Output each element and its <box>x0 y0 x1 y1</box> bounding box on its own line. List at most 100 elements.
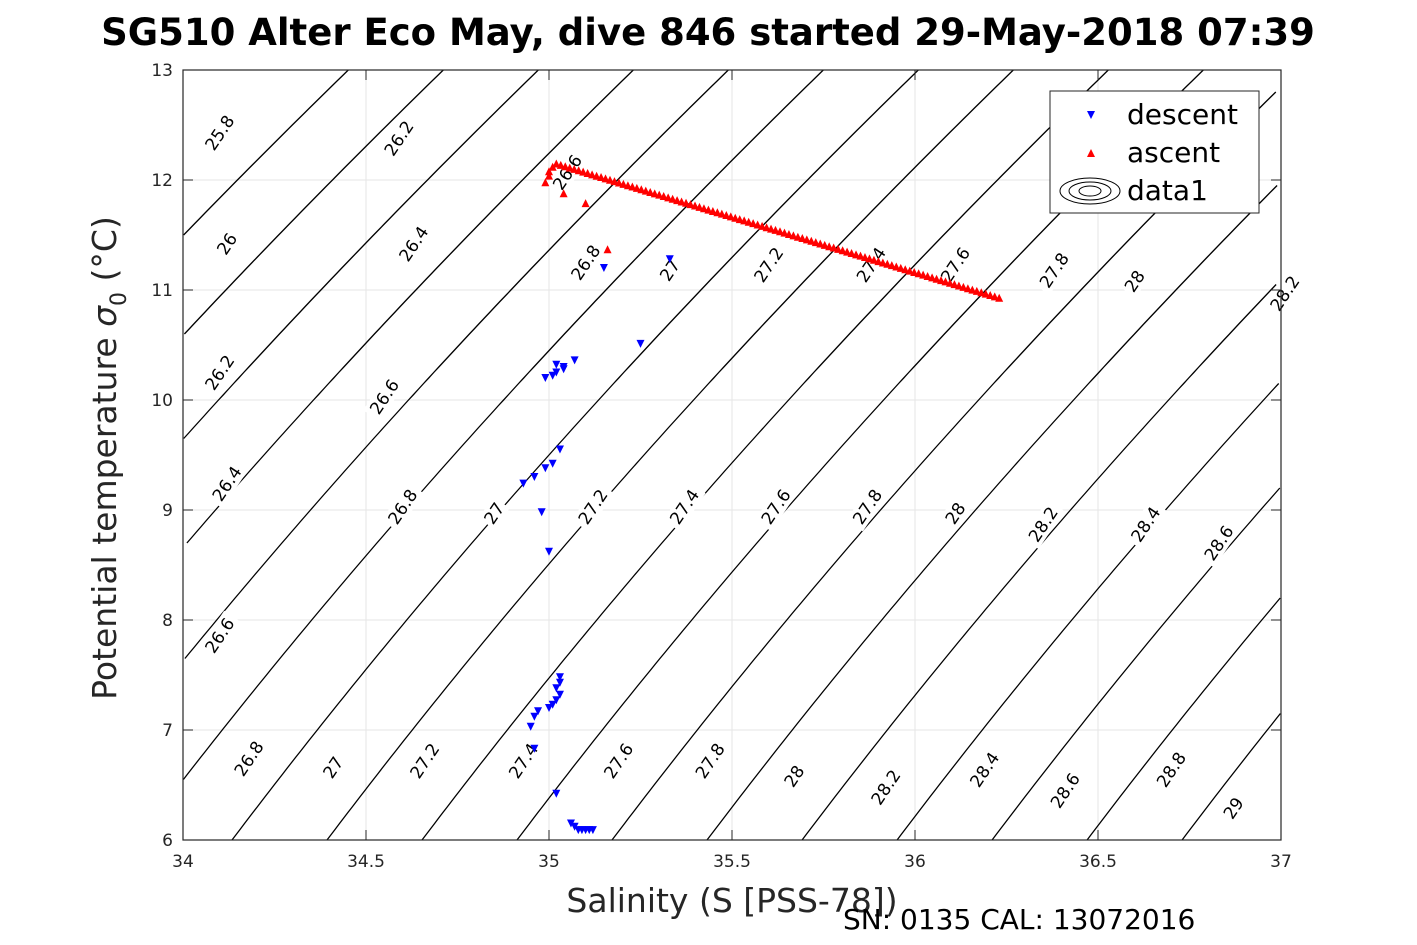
ascent-point <box>682 198 691 207</box>
contour-label-bg <box>1197 518 1240 568</box>
contour-label-bg <box>1032 245 1076 295</box>
ascent-point <box>945 278 954 287</box>
legend-box <box>1049 90 1260 214</box>
ascent-point <box>856 251 865 260</box>
ascent-point <box>784 229 793 238</box>
ascent-point <box>937 276 946 285</box>
ascent-point <box>614 178 623 187</box>
density-contour <box>421 69 1109 841</box>
descent-point <box>555 690 564 699</box>
contour-label-bg <box>963 744 1006 795</box>
ascent-point <box>677 197 686 206</box>
legend-ascent-marker <box>1087 149 1095 157</box>
contour-label-bg <box>747 240 790 290</box>
contour-label-bg <box>1150 744 1193 795</box>
descent-point <box>599 264 608 272</box>
contour-label-bg <box>198 108 241 158</box>
density-contour <box>991 487 1281 841</box>
contour-label-bg <box>1119 264 1151 298</box>
ascent-point <box>793 232 802 241</box>
ascent-point <box>807 236 816 245</box>
density-contour <box>326 69 1014 841</box>
descent-point <box>636 339 645 348</box>
contour-label-bg <box>1043 765 1087 816</box>
ascent-point <box>610 177 619 186</box>
ascent-point <box>914 269 923 278</box>
contour-label-bg <box>571 482 615 532</box>
descent-point <box>548 371 557 380</box>
ascent-point <box>834 244 843 253</box>
ascent-point <box>749 219 758 228</box>
contour-label-bg <box>849 240 893 290</box>
ascent-point <box>628 182 637 191</box>
ascent-point <box>932 274 941 283</box>
ascent-point <box>901 265 910 274</box>
ascent-point <box>811 238 820 247</box>
descent-point <box>570 822 579 831</box>
ascent-point <box>708 206 717 215</box>
contour-label-bg <box>317 751 349 784</box>
contour-label-bg <box>654 253 686 287</box>
ascent-point <box>963 284 972 293</box>
y-tick-label: 6 <box>162 831 173 851</box>
density-contour <box>184 69 729 659</box>
density-contour <box>611 91 1277 841</box>
ascent-point <box>990 292 999 301</box>
y-tick-label: 11 <box>151 281 173 301</box>
data-series <box>519 159 1004 835</box>
ascent-point <box>820 240 829 249</box>
y-tick-label: 9 <box>162 501 173 521</box>
chart-title: SG510 Alter Eco May, dive 846 started 29… <box>101 11 1315 54</box>
density-contour <box>183 69 539 439</box>
ascent-point <box>637 185 646 194</box>
density-contour <box>231 69 919 841</box>
ascent-point <box>606 175 614 184</box>
contour-label-bg <box>754 482 798 532</box>
descent-point <box>548 459 557 468</box>
contour-label-bg <box>846 482 889 532</box>
ascent-point <box>753 220 762 229</box>
ascent-point <box>601 174 610 183</box>
density-contour <box>1181 713 1281 841</box>
ascent-point <box>574 166 583 175</box>
ascent-point <box>977 288 986 297</box>
descent-point <box>552 368 561 377</box>
x-tick-label: 36 <box>904 852 926 872</box>
y-axis-label: Potential temperature σ0 (°C) <box>85 216 132 700</box>
ascent-point <box>740 216 749 225</box>
ascent-point <box>959 282 968 291</box>
y-tick-label: 12 <box>151 171 173 191</box>
footer-sn-cal: SN: 0135 CAL: 13072016 <box>843 903 1195 936</box>
ascent-point <box>673 196 682 205</box>
density-contour <box>1086 597 1281 841</box>
ascent-point <box>646 187 655 196</box>
descent-point <box>541 464 550 473</box>
x-tick-label: 35 <box>538 852 560 872</box>
ascent-point <box>623 181 632 190</box>
ascent-point <box>541 178 550 187</box>
ascent-point <box>775 227 784 236</box>
ascent-point <box>847 248 856 257</box>
ascent-point <box>632 183 641 192</box>
contour-label-bg <box>663 482 706 532</box>
ascent-point <box>552 159 561 168</box>
descent-point <box>566 819 575 828</box>
descent-point <box>555 445 564 454</box>
ascent-point <box>816 239 825 248</box>
descent-point <box>541 374 550 382</box>
contour-label-bg <box>403 736 446 786</box>
density-contour <box>896 383 1280 841</box>
contour-label-bg <box>778 759 810 793</box>
contour-label-bg <box>597 736 640 786</box>
density-contour <box>183 69 444 335</box>
contour-label-bg <box>377 113 421 163</box>
legend-data1-marker <box>1059 177 1121 205</box>
contour-label-bg <box>198 610 241 661</box>
descent-point <box>552 360 561 369</box>
contour-label-bg <box>564 237 607 288</box>
contour-label-bg <box>478 496 510 530</box>
x-tick-label: 36.5 <box>1079 852 1117 872</box>
descent-point <box>545 704 553 712</box>
ascent-point <box>583 168 592 177</box>
